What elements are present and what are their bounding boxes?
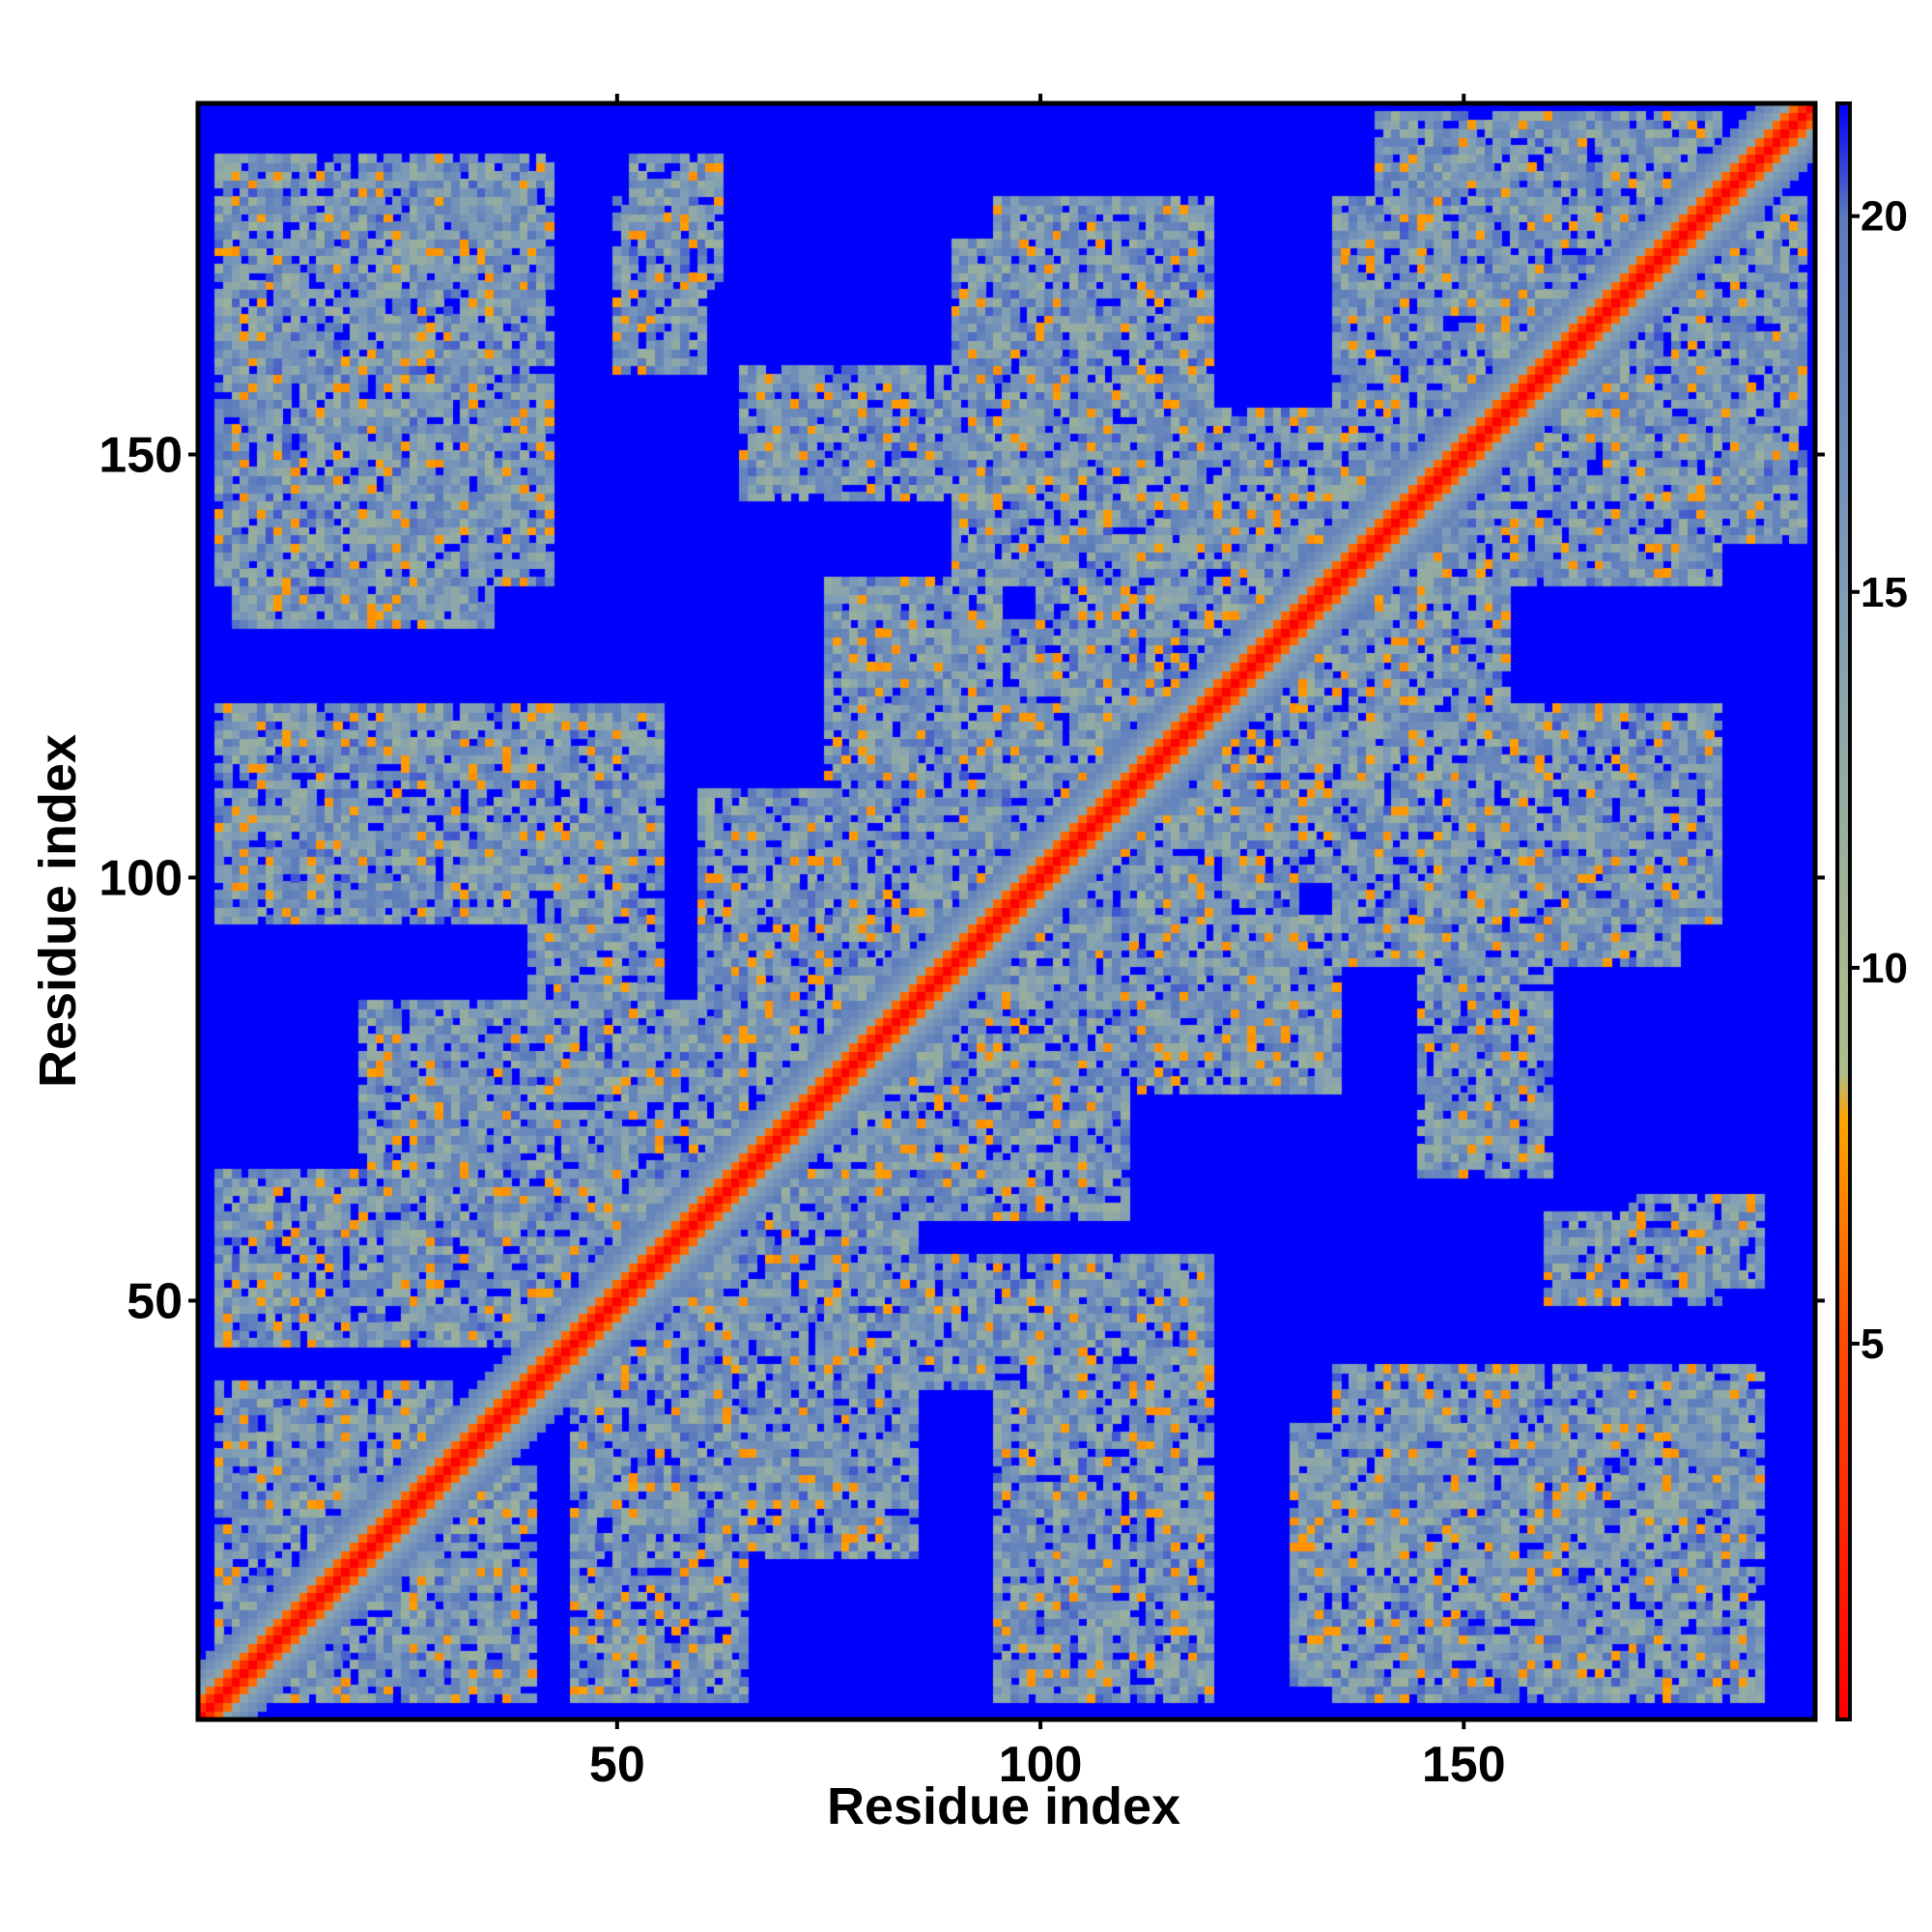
x-axis-label: Residue index <box>827 1777 1180 1835</box>
y-tick-label: 50 <box>127 1273 183 1329</box>
x-tick-label: 50 <box>589 1737 645 1793</box>
x-tick-label: 100 <box>999 1737 1083 1793</box>
y-tick-label: 150 <box>99 428 183 484</box>
colorbar-tick-label: 5 <box>1861 1321 1884 1368</box>
colorbar-gradient <box>1837 103 1850 1719</box>
ticks-layer: 50 100 150 50 100 150 5 10 15 20 <box>99 94 1908 1793</box>
x-tick-label: 150 <box>1422 1737 1506 1793</box>
colorbar-tick-label: 15 <box>1861 569 1908 616</box>
y-axis-label: Residue index <box>29 734 87 1088</box>
plot-frame <box>195 100 1818 1722</box>
colorbar-tick-label: 20 <box>1861 193 1908 241</box>
colorbar-tick-label: 10 <box>1861 945 1908 992</box>
heatmap-plot-area <box>198 103 1815 1719</box>
y-tick-label: 100 <box>99 850 183 906</box>
colorbar-frame <box>1835 101 1852 1721</box>
